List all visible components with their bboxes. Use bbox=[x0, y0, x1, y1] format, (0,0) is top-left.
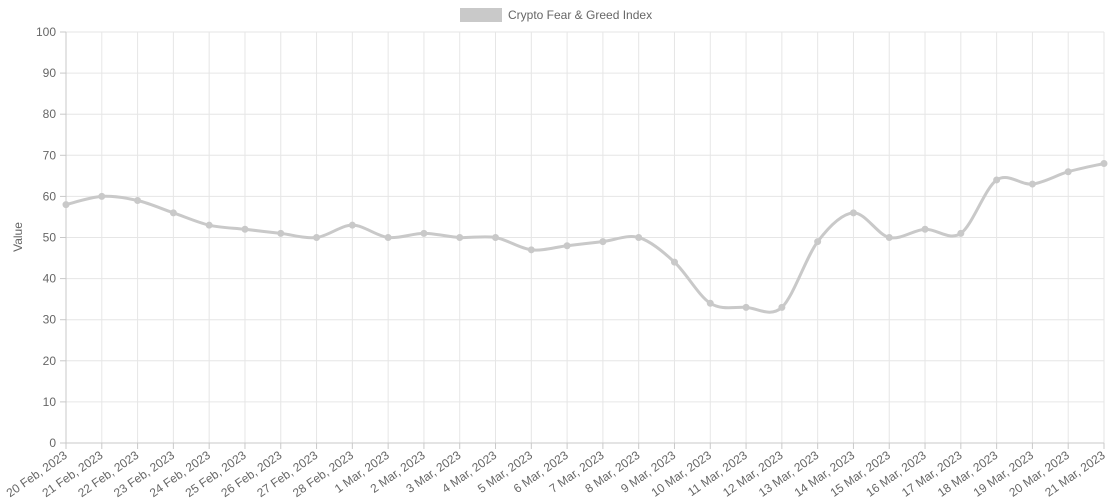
y-axis-tick-label: 100 bbox=[36, 25, 56, 39]
data-point[interactable] bbox=[313, 234, 321, 241]
data-point[interactable] bbox=[241, 225, 249, 233]
y-axis-title: Value bbox=[11, 222, 25, 252]
data-point[interactable] bbox=[635, 234, 643, 241]
data-point[interactable] bbox=[849, 209, 857, 217]
data-point[interactable] bbox=[277, 229, 285, 237]
data-point[interactable] bbox=[563, 242, 571, 250]
data-point[interactable] bbox=[742, 303, 750, 311]
y-axis-tick-label: 20 bbox=[43, 354, 57, 368]
data-point[interactable] bbox=[670, 258, 678, 266]
data-point[interactable] bbox=[957, 229, 965, 237]
data-point[interactable] bbox=[205, 221, 213, 229]
y-axis-tick-label: 80 bbox=[43, 107, 57, 121]
axes bbox=[60, 31, 1105, 449]
y-axis-ticks: 0 10 20 30 40 50 60 70 80 90 100 bbox=[36, 25, 56, 450]
y-axis-tick-label: 70 bbox=[43, 148, 57, 162]
data-point[interactable] bbox=[527, 246, 535, 254]
grid bbox=[65, 31, 1105, 444]
data-point[interactable] bbox=[456, 234, 464, 241]
y-axis-tick-label: 0 bbox=[49, 436, 56, 450]
y-axis-tick-label: 50 bbox=[43, 231, 57, 245]
data-point[interactable] bbox=[1064, 168, 1072, 176]
data-point[interactable] bbox=[62, 201, 70, 209]
y-axis-tick-label: 90 bbox=[43, 66, 57, 80]
y-axis-tick-label: 10 bbox=[43, 395, 57, 409]
data-point[interactable] bbox=[778, 303, 786, 311]
data-point[interactable] bbox=[348, 221, 356, 229]
data-point[interactable] bbox=[1028, 180, 1036, 188]
data-point[interactable] bbox=[921, 225, 929, 233]
y-axis-tick-label: 40 bbox=[43, 272, 57, 286]
data-point[interactable] bbox=[885, 234, 893, 241]
series-layer bbox=[62, 160, 1108, 314]
data-point[interactable] bbox=[134, 197, 142, 205]
legend[interactable]: Crypto Fear & Greed Index bbox=[460, 8, 652, 22]
y-axis-tick-label: 60 bbox=[43, 189, 57, 203]
data-point[interactable] bbox=[599, 238, 607, 246]
data-point[interactable] bbox=[1100, 160, 1108, 168]
data-point[interactable] bbox=[420, 229, 428, 237]
data-point[interactable] bbox=[993, 176, 1001, 184]
y-axis-tick-label: 30 bbox=[43, 313, 57, 327]
data-point[interactable] bbox=[814, 238, 822, 246]
legend-swatch bbox=[460, 8, 502, 22]
legend-label: Crypto Fear & Greed Index bbox=[508, 8, 652, 22]
data-point[interactable] bbox=[384, 234, 392, 241]
data-point[interactable] bbox=[98, 192, 106, 200]
data-point[interactable] bbox=[492, 234, 500, 241]
data-point[interactable] bbox=[706, 299, 714, 307]
data-point[interactable] bbox=[169, 209, 177, 217]
